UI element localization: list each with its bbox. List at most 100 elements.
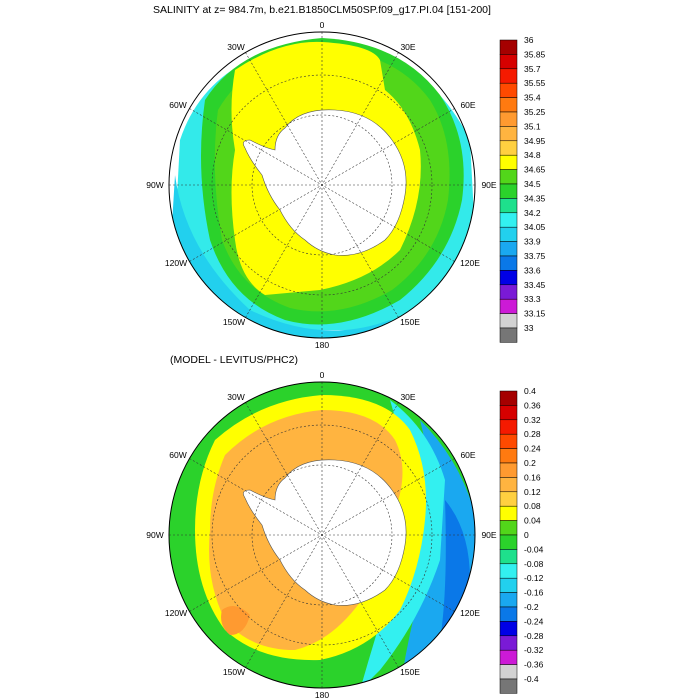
colorbar-tick-label: -0.32 — [524, 645, 544, 655]
colorbar-swatch — [499, 534, 518, 550]
colorbar-tick-label: 0.4 — [524, 386, 536, 396]
lon-label-180: 180 — [315, 340, 329, 350]
colorbar-swatch — [499, 549, 518, 565]
colorbar-tick-label: 33.6 — [524, 265, 541, 275]
colorbar-swatch — [499, 664, 518, 680]
colorbar-swatch — [499, 477, 518, 493]
colorbar-tick-label: 0 — [524, 530, 529, 540]
colorbar-tick-label: 34.5 — [524, 179, 541, 189]
lon-labels-top: 0 30E 60E 90E 120E 150E 180 150W 120W 90… — [146, 20, 497, 350]
colorbar-swatch — [499, 327, 518, 343]
panel-difference: (MODEL - LEVITUS/PHC2) — [146, 354, 543, 700]
colorbar-swatch — [499, 39, 518, 55]
colorbar-swatch — [499, 140, 518, 156]
colorbar-swatch — [499, 491, 518, 507]
colorbar-tick-label: 0.16 — [524, 472, 541, 482]
colorbar-difference: 0.4 0.36 0.32 0.28 0.24 0.2 0.16 0.12 0.08 0.04 0 -… — [499, 386, 544, 694]
colorbar-swatch — [499, 255, 518, 271]
lon-label-0: 0 — [320, 20, 325, 30]
field-orange-patch — [221, 606, 250, 635]
lon-label-30w: 30W — [227, 392, 244, 402]
lon-label-90w: 90W — [146, 180, 163, 190]
colorbar-tick-label: 0.12 — [524, 487, 541, 497]
colorbar-swatch — [499, 154, 518, 170]
colorbar-swatch — [499, 270, 518, 286]
antarctica-land — [243, 109, 407, 256]
colorbar-tick-label: 33 — [524, 323, 534, 333]
antarctica-land — [243, 459, 407, 606]
colorbar-tick-label: 35.7 — [524, 64, 541, 74]
lon-label-90e: 90E — [481, 180, 496, 190]
lon-label-60e: 60E — [460, 100, 475, 110]
lon-label-90w: 90W — [146, 530, 163, 540]
colorbar-swatch — [499, 635, 518, 651]
colorbar-swatch — [499, 284, 518, 300]
colorbar-tick-label: 34.35 — [524, 193, 546, 203]
colorbar-swatch — [499, 390, 518, 406]
colorbar-tick-label: 33.15 — [524, 309, 546, 319]
colorbar-swatch — [499, 126, 518, 142]
lon-label-60w: 60W — [169, 100, 186, 110]
colorbar-tick-label: 0.2 — [524, 458, 536, 468]
colorbar-swatch — [499, 678, 518, 694]
panel-title: (MODEL - LEVITUS/PHC2) — [170, 354, 298, 366]
colorbar-tick-label: 34.05 — [524, 222, 546, 232]
map-frame — [168, 31, 476, 339]
colorbar-tick-label: 33.3 — [524, 294, 541, 304]
colorbar-swatch — [499, 621, 518, 637]
lon-label-150e: 150E — [400, 667, 420, 677]
graticule — [169, 32, 475, 338]
colorbar-tick-label: -0.2 — [524, 602, 539, 612]
lon-label-120e: 120E — [460, 258, 480, 268]
panel-title: SALINITY at z= 984.7m, b.e21.B1850CLM50S… — [153, 4, 491, 16]
colorbar-swatch — [499, 448, 518, 464]
graticule — [169, 382, 475, 688]
lon-label-150e: 150E — [400, 317, 420, 327]
colorbar-tick-label: 33.75 — [524, 251, 546, 261]
colorbar-swatch — [499, 226, 518, 242]
lon-labels-bottom: 0 30E 60E 90E 120E 150E 180 150W 120W 90… — [146, 370, 497, 700]
colorbar-tick-label: 34.65 — [524, 165, 546, 175]
map-salinity — [168, 31, 476, 339]
colorbar-swatch — [499, 520, 518, 536]
colorbar-tick-label: 34.8 — [524, 150, 541, 160]
colorbar-tick-label: -0.28 — [524, 631, 544, 641]
colorbar-swatch — [499, 313, 518, 329]
colorbar-swatch — [499, 198, 518, 214]
map-frame — [168, 381, 476, 689]
colorbar-swatch — [499, 606, 518, 622]
colorbar-swatch — [499, 183, 518, 199]
colorbar-tick-label: -0.24 — [524, 616, 544, 626]
colorbar-tick-label: 35.25 — [524, 107, 546, 117]
colorbar-swatch — [499, 212, 518, 228]
colorbar-tick-label: 0.36 — [524, 400, 541, 410]
colorbar-tick-label: -0.4 — [524, 674, 539, 684]
lon-label-180: 180 — [315, 690, 329, 700]
lon-label-60e: 60E — [460, 450, 475, 460]
colorbar-tick-label: 0.28 — [524, 429, 541, 439]
lon-label-30w: 30W — [227, 42, 244, 52]
colorbar-swatch — [499, 241, 518, 257]
colorbar-tick-label: -0.16 — [524, 588, 544, 598]
colorbar-tick-label: -0.08 — [524, 559, 544, 569]
colorbar-tick-label: 33.9 — [524, 237, 541, 247]
lon-label-30e: 30E — [400, 392, 415, 402]
colorbar-swatch — [499, 97, 518, 113]
lon-label-90e: 90E — [481, 530, 496, 540]
lon-label-0: 0 — [320, 370, 325, 380]
colorbar-tick-label: 33.45 — [524, 280, 546, 290]
colorbar-swatch — [499, 405, 518, 421]
colorbar-swatch — [499, 68, 518, 84]
colorbar-tick-label: 0.32 — [524, 415, 541, 425]
colorbar-swatch — [499, 592, 518, 608]
colorbar-tick-label: 34.2 — [524, 208, 541, 218]
colorbar-swatch — [499, 433, 518, 449]
colorbar-tick-label: -0.36 — [524, 660, 544, 670]
colorbar-swatch — [499, 169, 518, 185]
colorbar-tick-label: 36 — [524, 35, 534, 45]
colorbar-swatch — [499, 419, 518, 435]
colorbar-swatch — [499, 505, 518, 521]
colorbar-swatch — [499, 54, 518, 70]
lon-label-150w: 150W — [223, 317, 245, 327]
colorbar-tick-label: 35.1 — [524, 121, 541, 131]
